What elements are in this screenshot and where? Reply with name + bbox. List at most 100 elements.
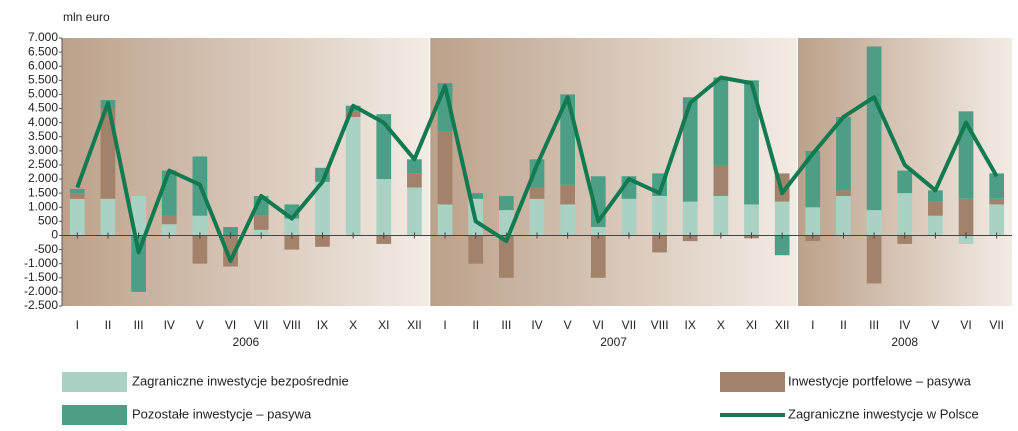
y-tick-label: 6.000 xyxy=(28,58,58,72)
x-tick-label: IX xyxy=(685,318,696,332)
bar-segment xyxy=(437,204,453,236)
year-background xyxy=(62,38,430,306)
x-tick-label: II xyxy=(840,318,847,332)
bar-segment xyxy=(713,195,729,236)
bar-segment xyxy=(928,201,943,216)
bar-segment xyxy=(774,235,790,256)
x-tick-label: I xyxy=(811,318,814,332)
bar-segment xyxy=(836,190,851,196)
bar-segment xyxy=(866,46,882,211)
y-tick-label: 5.500 xyxy=(28,72,58,86)
bar-segment xyxy=(928,190,943,202)
bar-segment xyxy=(345,116,361,236)
bar-segment xyxy=(682,201,698,236)
legend-swatch xyxy=(62,372,127,392)
legend-swatch xyxy=(720,372,785,392)
bar-segment xyxy=(529,159,545,188)
bar-segment xyxy=(223,235,238,267)
bar-segment xyxy=(376,235,392,244)
bar-segment xyxy=(621,198,637,236)
bar-segment xyxy=(774,201,790,236)
x-tick-label: VI xyxy=(960,318,971,332)
bar-segment xyxy=(866,235,882,284)
bar-segment xyxy=(989,204,1005,236)
bar-segment xyxy=(284,218,300,236)
x-tick-label: VI xyxy=(225,318,236,332)
y-tick-label: 1.500 xyxy=(28,185,58,199)
bar-segment xyxy=(437,131,453,205)
y-tick-label: 3.500 xyxy=(28,129,58,143)
y-axis-label: mln euro xyxy=(63,10,110,24)
bar-segment xyxy=(866,210,882,236)
bar-segment xyxy=(315,235,330,247)
y-tick-label: 2.500 xyxy=(28,157,58,171)
bar-segment xyxy=(284,235,300,250)
year-background xyxy=(429,38,798,306)
bar-segment xyxy=(836,195,851,236)
year-label: 2008 xyxy=(891,335,918,349)
bar-segment xyxy=(192,215,208,236)
x-tick-label: IV xyxy=(531,318,542,332)
bar-segment xyxy=(223,227,238,236)
x-tick-label: XI xyxy=(746,318,757,332)
x-tick-label: VIII xyxy=(283,318,301,332)
y-tick-label: 0 xyxy=(51,228,58,242)
y-tick-label: 5.000 xyxy=(28,87,58,101)
bar-segment xyxy=(989,198,1005,205)
bar-segment xyxy=(161,170,177,216)
bar-segment xyxy=(560,204,575,236)
bar-segment xyxy=(100,108,116,199)
bar-segment xyxy=(131,235,146,292)
bar-segment xyxy=(652,235,667,253)
legend-label: Pozostałe inwestycje – pasywa xyxy=(132,406,312,421)
bar-segment xyxy=(100,198,116,236)
bar-segment xyxy=(499,235,514,278)
bar-segment xyxy=(958,198,974,236)
y-tick-label: -1.500 xyxy=(24,270,58,284)
bar-segment xyxy=(989,173,1005,199)
y-tick-label: 2.000 xyxy=(28,171,58,185)
x-tick-label: I xyxy=(443,318,446,332)
bar-segment xyxy=(161,215,177,225)
year-label: 2006 xyxy=(233,335,260,349)
x-tick-label: IX xyxy=(317,318,328,332)
bar-segment xyxy=(376,114,392,180)
year-label: 2007 xyxy=(600,335,627,349)
bar-segment xyxy=(69,193,85,199)
bar-segment xyxy=(744,80,759,205)
x-tick-label: XII xyxy=(775,318,790,332)
bar-segment xyxy=(407,173,422,188)
x-tick-label: V xyxy=(564,318,572,332)
bar-segment xyxy=(590,235,606,278)
bar-segment xyxy=(529,187,545,199)
bar-segment xyxy=(897,235,913,244)
x-tick-label: III xyxy=(501,318,511,332)
bar-segment xyxy=(529,198,545,236)
bar-segment xyxy=(468,235,484,264)
bar-segment xyxy=(744,204,759,236)
y-tick-label: -1.000 xyxy=(24,256,58,270)
x-tick-label: V xyxy=(931,318,939,332)
x-tick-label: IV xyxy=(899,318,910,332)
x-tick-label: VI xyxy=(593,318,604,332)
x-tick-label: III xyxy=(869,318,879,332)
bar-segment xyxy=(897,193,913,236)
y-tick-label: 4.000 xyxy=(28,115,58,129)
x-tick-label: VIII xyxy=(651,318,669,332)
bar-segment xyxy=(253,215,269,230)
y-tick-label: 7.000 xyxy=(28,30,58,44)
y-tick-label: 3.000 xyxy=(28,143,58,157)
x-tick-label: VII xyxy=(254,318,269,332)
x-tick-label: XI xyxy=(378,318,389,332)
x-tick-label: IV xyxy=(164,318,175,332)
y-tick-label: 1.000 xyxy=(28,199,58,213)
x-tick-label: II xyxy=(472,318,479,332)
bar-segment xyxy=(805,207,821,236)
bar-segment xyxy=(376,179,392,236)
bar-segment xyxy=(161,224,177,236)
x-tick-label: X xyxy=(717,318,725,332)
bar-segment xyxy=(590,227,606,236)
x-tick-label: II xyxy=(105,318,112,332)
x-tick-label: X xyxy=(349,318,357,332)
